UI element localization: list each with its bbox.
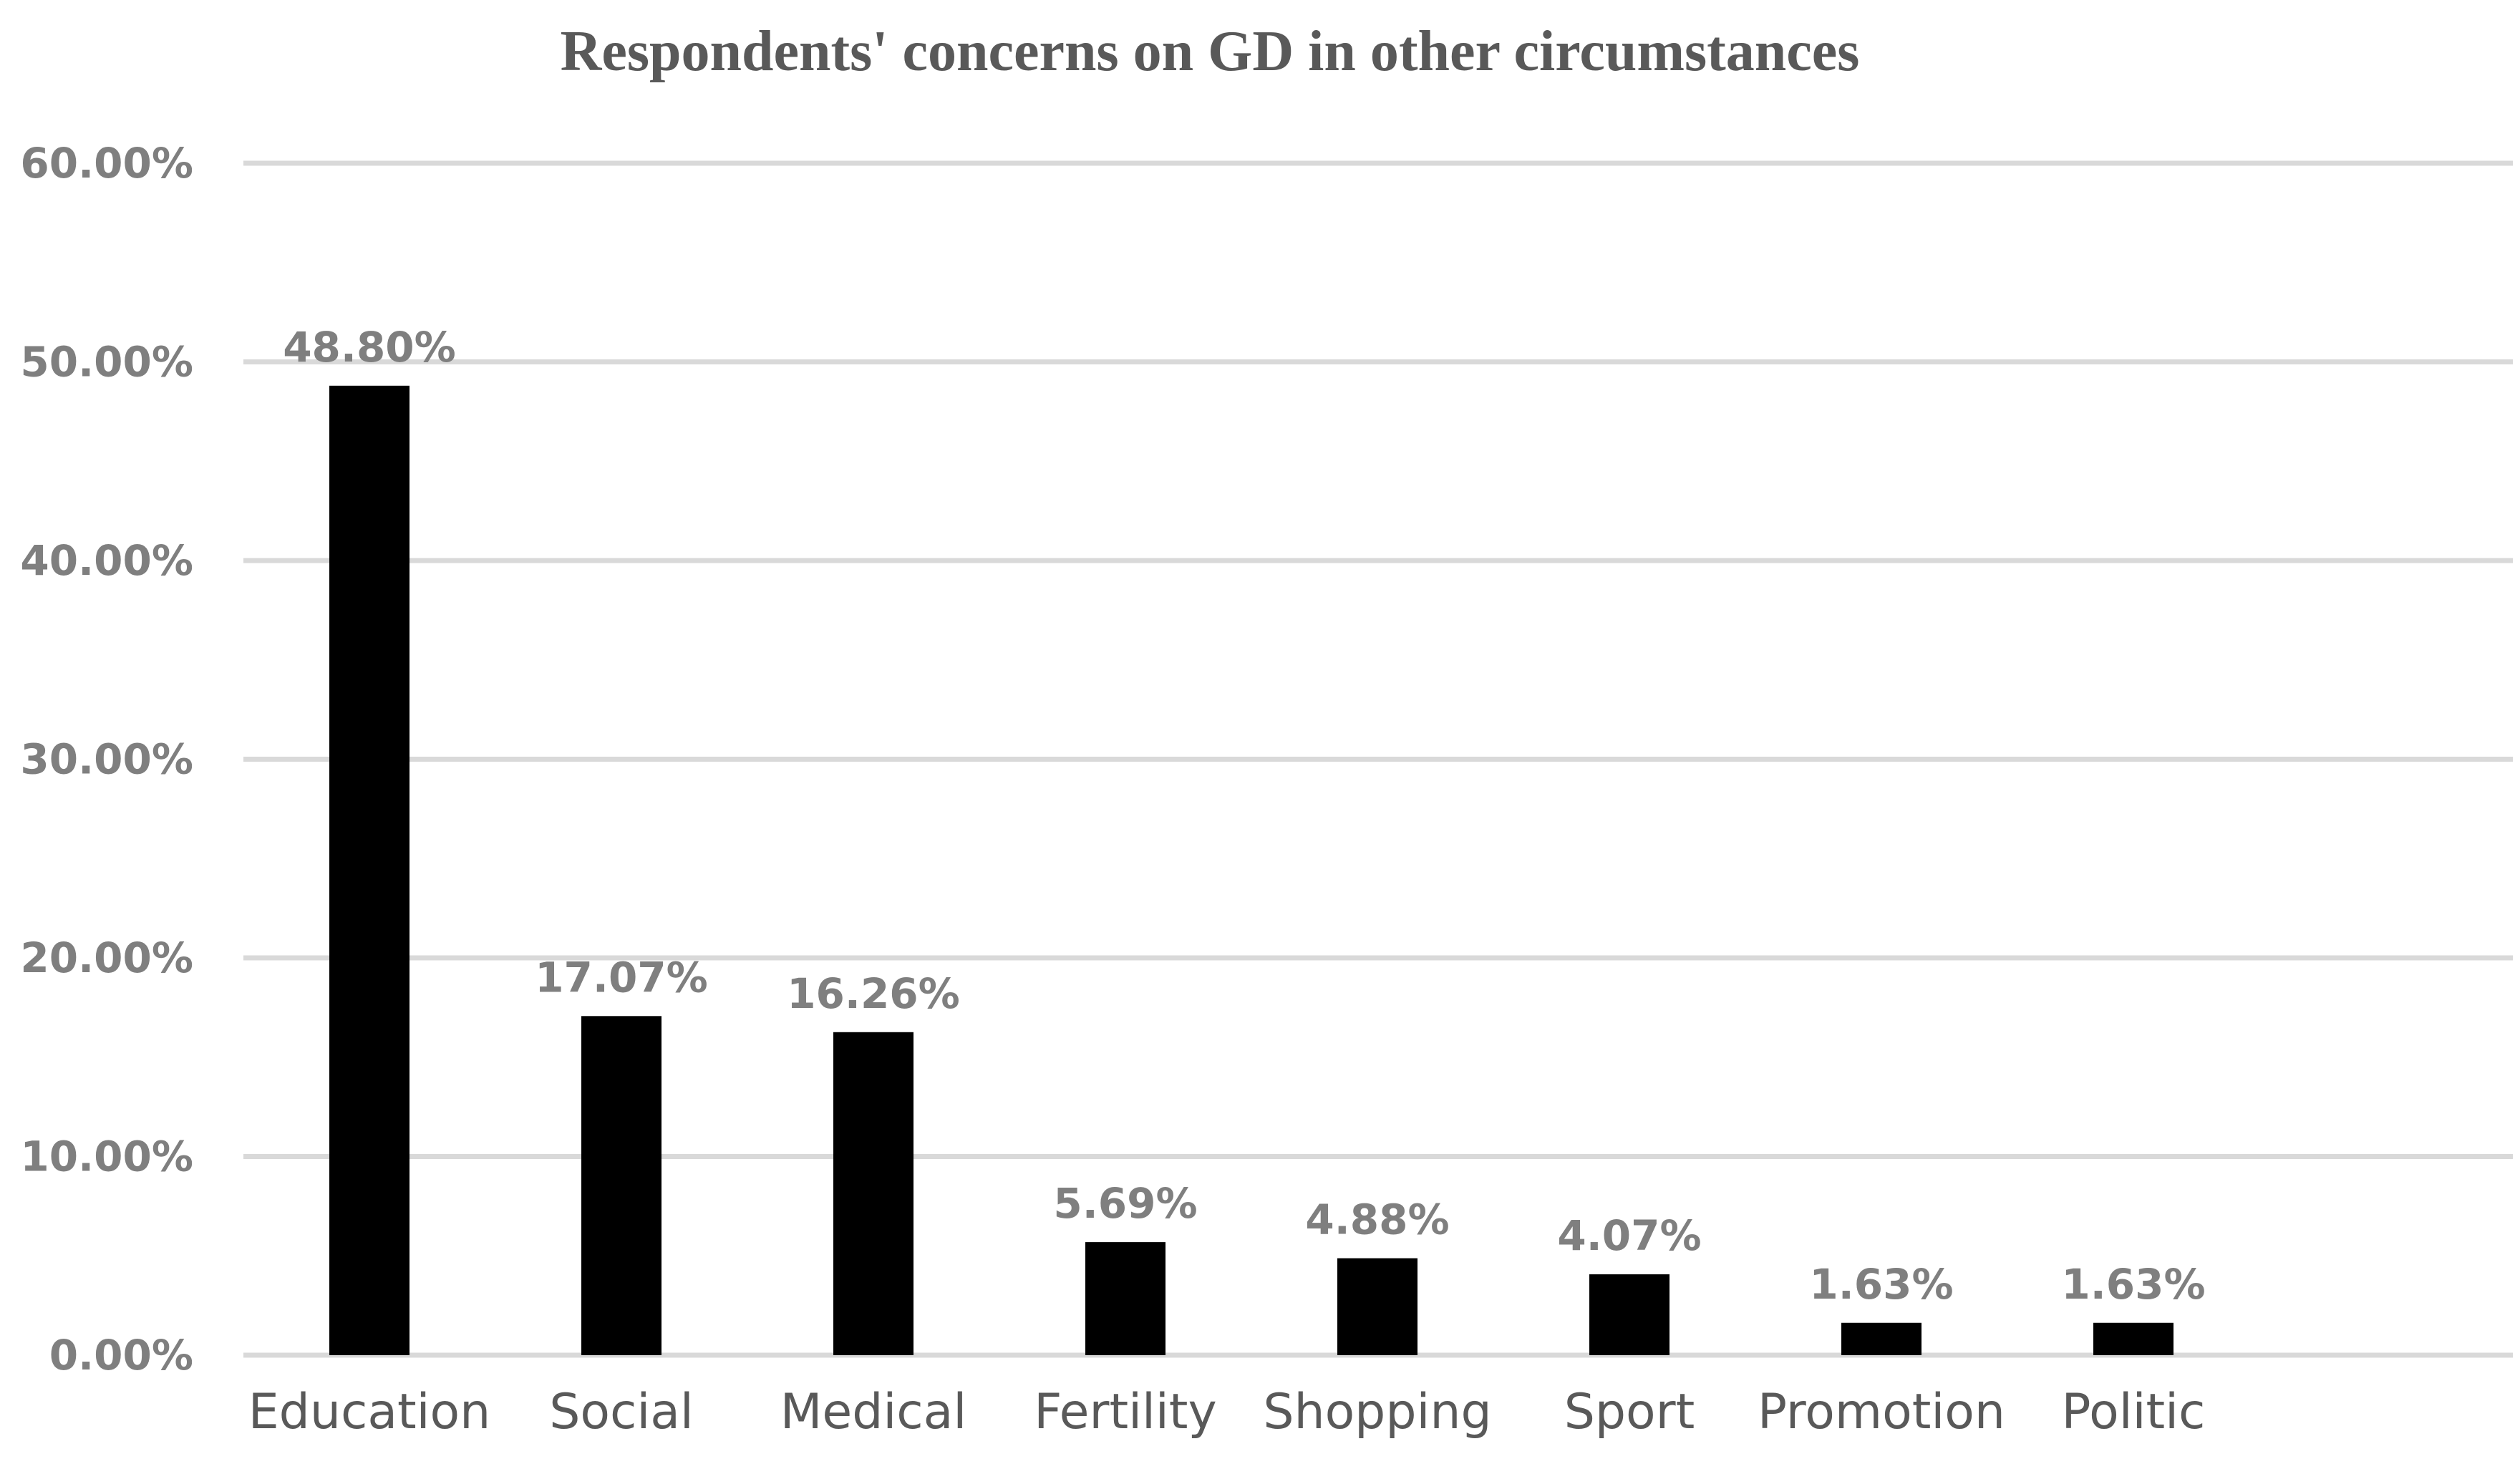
y-tick-label-1: 10.00% <box>20 1133 193 1181</box>
data-label-education: 48.80% <box>283 323 456 372</box>
data-label-fertility: 5.69% <box>1053 1179 1197 1228</box>
x-tick-label-social: Social <box>549 1384 694 1440</box>
x-tick-label-promotion: Promotion <box>1758 1384 2005 1440</box>
bar-politic <box>2093 1322 2174 1355</box>
bar-social <box>581 1016 662 1355</box>
bar-promotion <box>1841 1322 1922 1355</box>
y-axis-ticks: 0.00% 10.00% 20.00% 30.00% 40.00% 50.00% 60.00… <box>20 139 193 1380</box>
bar-medical <box>833 1032 914 1355</box>
x-tick-label-medical: Medical <box>780 1384 967 1440</box>
x-tick-label-sport: Sport <box>1564 1384 1695 1440</box>
bar-fertility <box>1085 1242 1166 1355</box>
data-label-social: 17.07% <box>535 953 708 1002</box>
bar-sport <box>1589 1274 1670 1355</box>
data-label-sport: 4.07% <box>1557 1211 1701 1260</box>
bar-education <box>329 385 410 1355</box>
data-label-shopping: 4.88% <box>1305 1196 1449 1244</box>
y-tick-label-3: 30.00% <box>20 735 193 784</box>
y-tick-label-4: 40.00% <box>20 536 193 585</box>
x-tick-label-fertility: Fertility <box>1034 1384 1216 1440</box>
bars <box>329 385 2174 1355</box>
y-tick-label-6: 60.00% <box>20 139 193 188</box>
y-tick-label-2: 20.00% <box>20 934 193 982</box>
x-axis-ticks: Education Social Medical Fertility Shopping S… <box>248 1384 2206 1440</box>
data-label-promotion: 1.63% <box>1809 1260 1953 1309</box>
data-labels: 48.80% 17.07% 16.26% 5.69% 4.88% 4.07% 1.63% 1.… <box>283 323 2205 1309</box>
y-tick-label-5: 50.00% <box>20 338 193 387</box>
bar-shopping <box>1337 1258 1418 1355</box>
x-tick-label-politic: Politic <box>2062 1384 2206 1440</box>
chart-title: Respondents' concerns on GD in other cir… <box>561 20 1860 83</box>
x-tick-label-shopping: Shopping <box>1263 1384 1491 1440</box>
x-tick-label-education: Education <box>248 1384 491 1440</box>
y-tick-label-0: 0.00% <box>49 1331 193 1380</box>
data-label-medical: 16.26% <box>787 969 960 1018</box>
data-label-politic: 1.63% <box>2061 1260 2205 1309</box>
